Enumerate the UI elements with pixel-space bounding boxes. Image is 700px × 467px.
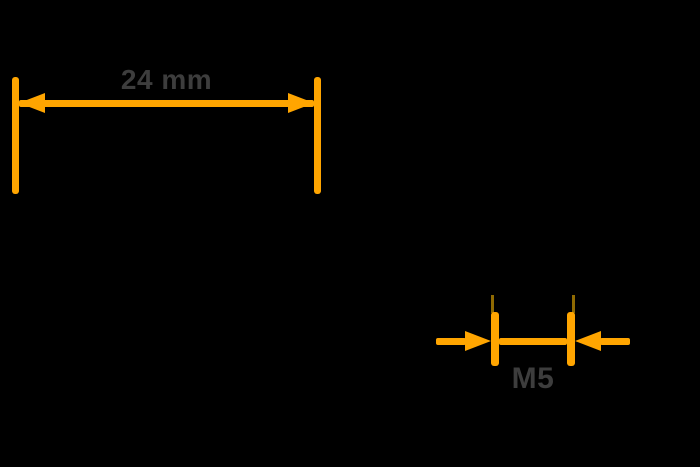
dimension-thread-label: M5 [511, 362, 555, 395]
arrowhead-right-icon [288, 93, 314, 113]
arrowhead-left-icon [19, 93, 45, 113]
leader-tail-right [600, 338, 630, 345]
thread-edge-mark-right [572, 295, 575, 313]
leader-tail-left [436, 338, 466, 345]
extension-line-left [12, 77, 19, 194]
dimension-width-label: 24 mm [120, 64, 213, 95]
thread-edge-mark-left [491, 295, 494, 313]
arrowhead-inward-right-icon [465, 331, 491, 351]
dimension-line-center [499, 338, 567, 345]
extension-line-right [567, 312, 575, 366]
arrowhead-inward-left-icon [575, 331, 601, 351]
dimension-line [19, 100, 314, 107]
extension-line-right [314, 77, 321, 194]
extension-line-left [491, 312, 499, 366]
